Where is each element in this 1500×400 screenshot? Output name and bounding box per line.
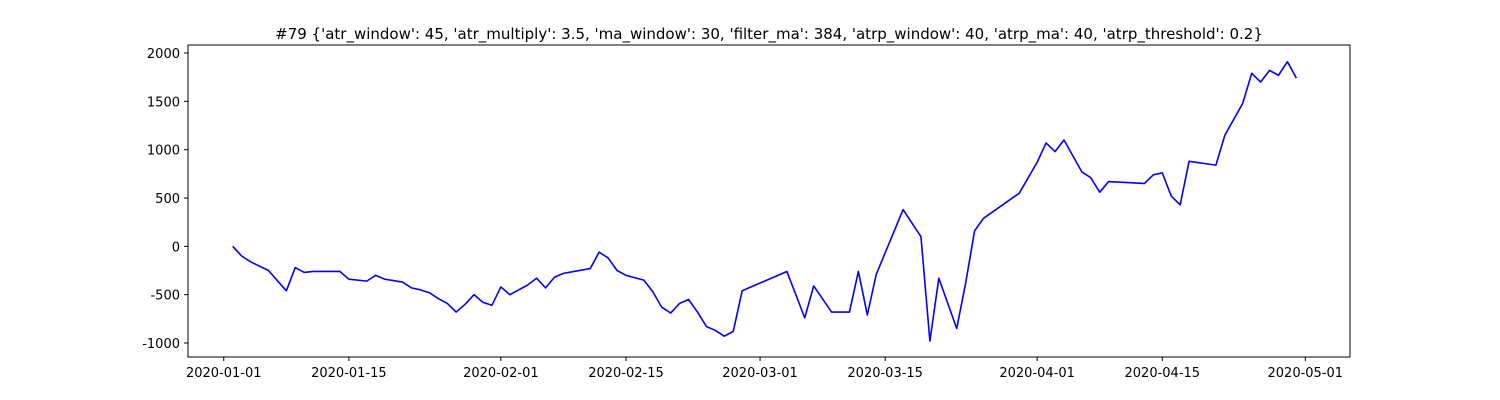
y-tick-label: 0 [172,240,180,255]
x-tick-label: 2020-01-01 [186,366,262,381]
chart-title: #79 {'atr_window': 45, 'atr_multiply': 3… [275,25,1263,44]
y-tick-label: 1000 [147,144,180,159]
x-tick-label: 2020-02-15 [588,366,664,381]
y-tick-label: 2000 [147,47,180,62]
y-tick-label: 500 [155,192,180,207]
x-tick-label: 2020-04-01 [999,366,1075,381]
x-tick-label: 2020-02-01 [463,366,539,381]
x-tick-label: 2020-03-01 [722,366,798,381]
y-tick-label: -1000 [142,337,180,352]
x-tick-label: 2020-03-15 [847,366,923,381]
x-tick-label: 2020-01-15 [311,366,387,381]
y-tick-label: 1500 [147,95,180,110]
line-series [232,60,1298,342]
plot-frame [187,44,1351,358]
x-tick-label: 2020-05-01 [1268,366,1344,381]
x-tick-label: 2020-04-15 [1125,366,1201,381]
y-tick-label: -500 [150,289,180,304]
